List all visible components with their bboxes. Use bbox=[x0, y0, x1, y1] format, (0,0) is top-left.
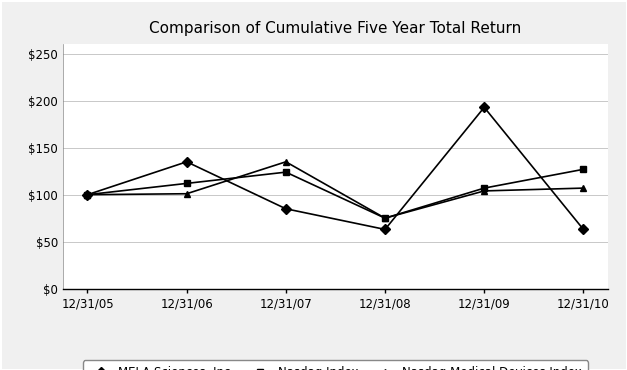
Legend: MELA Sciences, Inc., Nasdaq Index, Nasdaq Medical Devices Index: MELA Sciences, Inc., Nasdaq Index, Nasda… bbox=[83, 360, 588, 370]
Title: Comparison of Cumulative Five Year Total Return: Comparison of Cumulative Five Year Total… bbox=[149, 21, 522, 36]
